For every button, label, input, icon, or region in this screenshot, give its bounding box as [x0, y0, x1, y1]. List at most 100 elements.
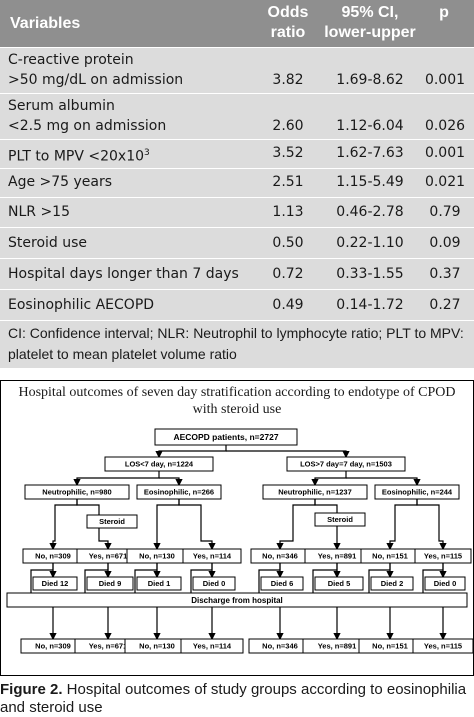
- flowchart-figure: Hospital outcomes of seven day stratific…: [0, 380, 474, 676]
- row-variable: Eosinophilic AECOPD: [8, 297, 155, 313]
- flow-connector: [368, 563, 391, 601]
- header-ci: 95% CI,: [341, 4, 399, 21]
- row-p: 0.001: [424, 72, 466, 88]
- outcome-0-label: No, n=309: [35, 642, 71, 651]
- header-ci-range: lower-upper: [324, 24, 416, 41]
- table-row: PLT to MPV <20x103 3.52 1.62-7.63 0.001: [0, 139, 474, 168]
- row-variable: Age >75 years: [8, 174, 113, 190]
- right-steroid-node-box: [314, 512, 366, 527]
- flow-connector: [178, 499, 216, 551]
- los-short-node-label: LOS<7 day, n=1224: [125, 460, 194, 469]
- right-neutro-node-box: [262, 484, 368, 500]
- table-row: C-reactive protein >50 mg/dL on admissio…: [0, 47, 474, 93]
- outcome-2-label: No, n=130: [139, 642, 175, 651]
- row-variable: C-reactive protein: [8, 52, 134, 68]
- left-neutro-node-box: [24, 484, 130, 500]
- row-ci: 1.15-5.49: [336, 174, 404, 190]
- row-variable: NLR >15: [8, 204, 70, 220]
- los-long-node-box: [286, 456, 406, 472]
- group-1-label: Yes, n=671: [89, 552, 128, 561]
- row-odds-ratio: 0.50: [272, 235, 304, 251]
- flow-connector: [258, 563, 281, 601]
- died-2-label: Died 1: [148, 579, 171, 588]
- header-odds: Odds: [267, 4, 309, 21]
- flow-connector: [190, 563, 213, 601]
- row-odds-ratio: 3.82: [272, 72, 304, 88]
- row-odds-ratio: 1.13: [272, 204, 304, 220]
- row-ci: 0.46-2.78: [336, 204, 404, 220]
- row-odds-ratio: 3.52: [272, 145, 304, 161]
- left-steroid-node-box: [86, 514, 138, 529]
- row-ci: 1.69-8.62: [336, 72, 404, 88]
- table-row: NLR >15 1.13 0.46-2.78 0.79: [0, 197, 474, 227]
- died-0-box: [32, 576, 78, 591]
- died-4-label: Died 6: [271, 579, 294, 588]
- row-odds-ratio: 0.49: [272, 297, 304, 313]
- group-3-box: [182, 548, 242, 564]
- root-node-label: AECOPD patients, n=2727: [173, 432, 278, 442]
- row-p: 0.79: [429, 204, 461, 220]
- group-4-label: No, n=346: [262, 552, 298, 561]
- results-table: Variables Odds ratio 95% CI, lower-upper…: [0, 0, 474, 368]
- flow-connector: [49, 499, 78, 551]
- header-p: p: [439, 4, 449, 21]
- flow-connector: [226, 450, 350, 459]
- discharge-node-box: [6, 592, 468, 608]
- flow-connector: [73, 471, 160, 487]
- root-node-box: [154, 428, 298, 446]
- row-variable-superscript: 3: [144, 148, 150, 158]
- row-p: 0.021: [424, 174, 466, 190]
- flow-connector: [311, 471, 347, 487]
- row-variable: Serum albumin: [8, 98, 115, 114]
- outcome-7-label: Yes, n=115: [424, 642, 462, 651]
- row-ci: 0.14-1.72: [336, 297, 404, 313]
- died-4-box: [260, 576, 304, 591]
- header-odds-ratio: ratio: [270, 24, 306, 41]
- flow-connector: [155, 445, 227, 459]
- row-odds-ratio: 0.72: [272, 266, 304, 282]
- flow-connector: [416, 499, 447, 551]
- row-variable: Hospital days longer than 7 days: [8, 266, 239, 282]
- died-3-label: Died 0: [203, 579, 226, 588]
- died-1-box: [86, 576, 134, 591]
- died-5-box: [314, 576, 364, 591]
- group-0-label: No, n=309: [35, 552, 71, 561]
- figure-title: Hospital outcomes of seven day stratific…: [18, 385, 456, 417]
- outcome-3-box: [180, 638, 244, 654]
- header-variables: Variables: [10, 15, 81, 32]
- table-row: Hospital days longer than 7 days 0.72 0.…: [0, 258, 474, 289]
- row-ci: 0.22-1.10: [336, 235, 404, 251]
- table-row: Age >75 years 2.51 1.15-5.49 0.021: [0, 168, 474, 197]
- outcome-7-box: [412, 638, 473, 654]
- flow-connector: [422, 563, 444, 601]
- outcome-6-label: No, n=151: [372, 642, 408, 651]
- outcome-5-label: Yes, n=891: [318, 642, 357, 651]
- died-3-box: [192, 576, 236, 591]
- los-short-node-box: [104, 456, 214, 472]
- group-5-label: Yes, n=891: [318, 552, 357, 561]
- flow-connector: [84, 563, 109, 601]
- died-2-box: [136, 576, 182, 591]
- outcome-1-label: Yes, n=671: [89, 642, 128, 651]
- right-eos-node-label: Eosinophilic, n=244: [382, 488, 453, 497]
- died-1-label: Died 9: [99, 579, 122, 588]
- flow-connector: [312, 563, 338, 601]
- figure-caption: Figure 2. Hospital outcomes of study gro…: [0, 681, 474, 717]
- caption-text: Hospital outcomes of study groups accord…: [0, 681, 467, 716]
- row-variable-detail: >50 mg/dL on admission: [8, 72, 184, 88]
- table-row: Serum albumin <2.5 mg on admission 2.60 …: [0, 93, 474, 139]
- row-odds-ratio: 2.51: [272, 174, 304, 190]
- flow-connector: [153, 499, 180, 551]
- row-variable: Steroid use: [8, 235, 88, 251]
- died-7-label: Died 0: [434, 579, 457, 588]
- outcome-3-label: Yes, n=114: [193, 642, 232, 651]
- row-ci: 1.62-7.63: [336, 145, 404, 161]
- died-7-box: [424, 576, 466, 591]
- group-7-box: [414, 548, 472, 564]
- flow-connector: [159, 477, 183, 487]
- group-6-label: No, n=151: [372, 552, 408, 561]
- left-eos-node-box: [136, 484, 222, 500]
- row-variable-text: PLT to MPV <20x10: [8, 148, 145, 165]
- table-row: Eosinophilic AECOPD 0.49 0.14-1.72 0.27: [0, 289, 474, 320]
- died-0-label: Died 12: [42, 579, 69, 588]
